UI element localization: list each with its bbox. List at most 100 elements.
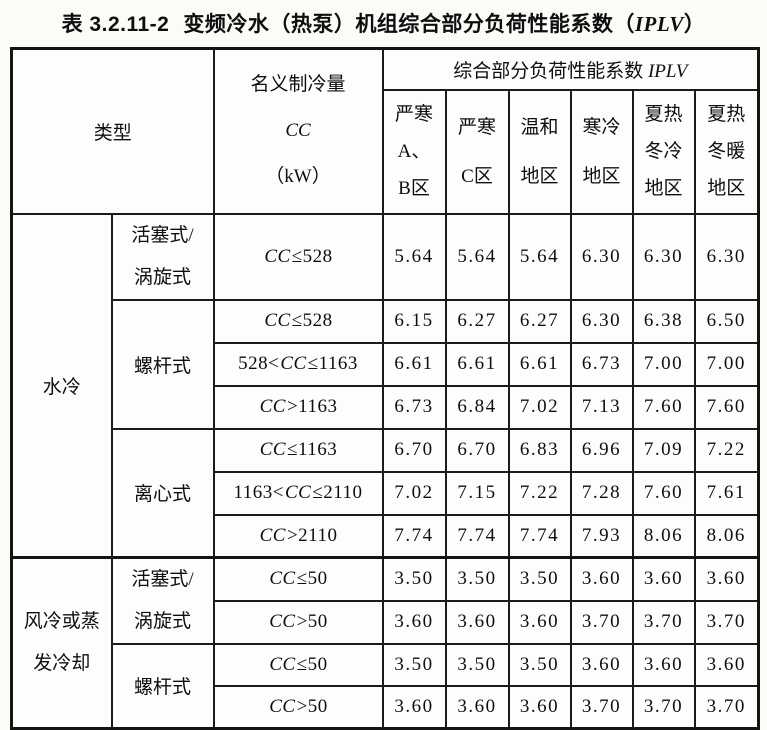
iplv-value-cell: 3.60 xyxy=(693,643,760,687)
range-post: ≤50 xyxy=(296,568,328,590)
title-iplv: IPLV xyxy=(634,12,684,36)
range-post: >50 xyxy=(296,695,328,717)
iplv-value-cell: 6.30 xyxy=(631,212,696,301)
iplv-value-cell: 7.00 xyxy=(693,341,760,387)
region-header-line: 地区 xyxy=(707,178,746,199)
iplv-value-cell: 7.74 xyxy=(381,513,447,559)
table-row: CC>50 3.60 3.60 3.60 3.70 3.70 3.70 xyxy=(12,685,760,729)
table-row: 螺杆式 CC≤528 6.15 6.27 6.27 6.30 6.38 6.50 xyxy=(12,298,760,430)
capacity-range-cell: CC≤528 xyxy=(212,212,384,301)
iplv-value-cell: 3.50 xyxy=(444,643,510,687)
iplv-value-cell: 6.84 xyxy=(444,384,510,430)
cc-symbol: CC xyxy=(259,396,286,417)
subtype-cell: 活塞式/涡旋式 xyxy=(110,556,215,645)
iplv-value-cell: 6.38 xyxy=(631,298,696,344)
iplv-value-cell: 3.60 xyxy=(381,599,447,646)
subtype-cell: 离心式 xyxy=(110,427,215,559)
iplv-value-cell: 5.64 xyxy=(507,212,572,301)
iplv-value-cell: 3.70 xyxy=(693,599,760,646)
iplv-value-cell: 3.70 xyxy=(569,685,634,729)
iplv-value-cell: 3.50 xyxy=(507,555,572,602)
range-post: >2110 xyxy=(286,524,338,546)
title-text: 变频冷水（热泵）机组综合部分负荷性能系数（ xyxy=(183,13,635,36)
region-header-line: 夏热 xyxy=(707,104,746,125)
cc-symbol: CC xyxy=(269,695,296,717)
iplv-value-cell: 8.06 xyxy=(693,513,760,559)
region-header-line: 夏热 xyxy=(644,104,683,125)
cc-symbol: CC xyxy=(259,524,286,546)
iplv-value-cell: 3.60 xyxy=(381,685,447,729)
iplv-value-cell: 3.60 xyxy=(631,555,696,602)
table-row: 水冷 活塞式/涡旋式 CC≤528 5.64 5.64 5.64 6.30 6.… xyxy=(10,212,760,559)
region-header-mild: 温和 地区 xyxy=(507,88,572,215)
group-cell-air-cooled: 风冷或蒸发冷却 xyxy=(10,556,113,729)
region-header-line: C区 xyxy=(461,165,493,187)
subtype-cell: 螺杆式 xyxy=(110,298,215,430)
iplv-value-cell: 7.60 xyxy=(631,470,696,516)
iplv-value-cell: 7.93 xyxy=(569,513,634,559)
iplv-value-cell: 5.64 xyxy=(444,212,510,301)
subtype-label: 螺杆式 xyxy=(134,355,192,377)
group-cell-water-cooled: 水冷 xyxy=(10,212,113,559)
region-header-line: 严寒 xyxy=(458,116,497,138)
iplv-value-cell: 3.60 xyxy=(631,643,696,687)
capacity-range-cell: CC≤1163 xyxy=(212,427,384,473)
cc-symbol: CC xyxy=(269,611,296,633)
capacity-header-unit: （kW） xyxy=(265,166,331,188)
iplv-value-cell: 6.27 xyxy=(444,298,510,344)
capacity-header-line: 名义制冷量 xyxy=(250,74,346,96)
table-row: 离心式 CC≤1163 6.70 6.70 6.83 6.96 7.09 7.2… xyxy=(12,427,760,559)
iplv-value-cell: 7.61 xyxy=(693,470,760,516)
iplv-value-cell: 7.00 xyxy=(631,341,696,387)
range-post: ≤50 xyxy=(296,654,328,675)
region-header-line: 地区 xyxy=(644,178,683,199)
table-row: 风冷或蒸发冷却 活塞式/涡旋式 CC≤50 3.50 3.50 3.50 3.6… xyxy=(10,555,760,729)
iplv-value-cell: 6.73 xyxy=(381,384,447,430)
region-header-line: 严寒 xyxy=(395,104,434,125)
capacity-range-cell: CC≤50 xyxy=(212,555,384,602)
iplv-value-cell: 3.50 xyxy=(444,555,510,602)
iplv-value-cell: 6.73 xyxy=(569,341,634,387)
iplv-value-cell: 7.22 xyxy=(693,427,760,473)
capacity-range-cell: 528<CC≤1163 xyxy=(212,341,384,387)
iplv-value-cell: 6.30 xyxy=(569,212,634,301)
region-header-line: B区 xyxy=(398,178,430,199)
capacity-header-cell: 名义制冷量 CC （kW） xyxy=(212,47,384,215)
range-post: >50 xyxy=(296,611,328,633)
iplv-value-cell: 6.61 xyxy=(381,341,447,387)
iplv-value-cell: 7.60 xyxy=(693,384,760,430)
iplv-value-cell: 5.64 xyxy=(381,212,447,301)
region-header-line: 冬暖 xyxy=(707,141,746,162)
region-header-line: 地区 xyxy=(582,165,621,187)
iplv-header-en: IPLV xyxy=(647,60,688,82)
iplv-value-cell: 3.50 xyxy=(507,643,572,687)
iplv-value-cell: 3.60 xyxy=(569,643,634,687)
table-row: 1163<CC≤2110 7.02 7.15 7.22 7.28 7.60 7.… xyxy=(12,470,760,516)
title-close-paren: ） xyxy=(683,13,706,36)
iplv-table: 类型 名义制冷量 CC （kW） 综合部分负荷性能系数 IPLV 严寒 A、 B… xyxy=(10,47,761,730)
range-post: >1163 xyxy=(286,396,338,417)
region-header-hot-summer-warm-winter: 夏热 冬暖 地区 xyxy=(693,88,760,215)
iplv-value-cell: 7.74 xyxy=(444,513,510,559)
region-header-cold: 寒冷 地区 xyxy=(569,88,634,215)
iplv-value-cell: 6.70 xyxy=(444,427,510,473)
table-row: 528<CC≤1163 6.61 6.61 6.61 6.73 7.00 7.0… xyxy=(12,341,760,387)
iplv-value-cell: 6.15 xyxy=(381,298,447,344)
iplv-value-cell: 6.30 xyxy=(569,298,634,344)
region-header-line: 地区 xyxy=(520,165,559,187)
capacity-range-cell: CC>50 xyxy=(212,599,384,646)
iplv-value-cell: 7.74 xyxy=(507,513,572,559)
cc-symbol: CC xyxy=(269,568,296,590)
iplv-value-cell: 7.60 xyxy=(631,384,696,430)
subtype-label: 活塞式/涡旋式 xyxy=(131,569,194,632)
iplv-value-cell: 3.60 xyxy=(507,599,572,646)
capacity-header-cc: CC xyxy=(285,120,311,142)
region-header-hot-summer-cold-winter: 夏热 冬冷 地区 xyxy=(631,88,696,215)
iplv-value-cell: 3.70 xyxy=(631,599,696,646)
type-header-cell: 类型 xyxy=(10,47,215,215)
table-title: 表 3.2.11-2 变频冷水（热泵）机组综合部分负荷性能系数（IPLV） xyxy=(10,4,757,47)
iplv-value-cell: 3.70 xyxy=(693,685,760,729)
subtype-cell: 活塞式/涡旋式 xyxy=(110,212,215,301)
iplv-value-cell: 7.28 xyxy=(569,470,634,516)
range-pre: 1163< xyxy=(233,482,284,503)
